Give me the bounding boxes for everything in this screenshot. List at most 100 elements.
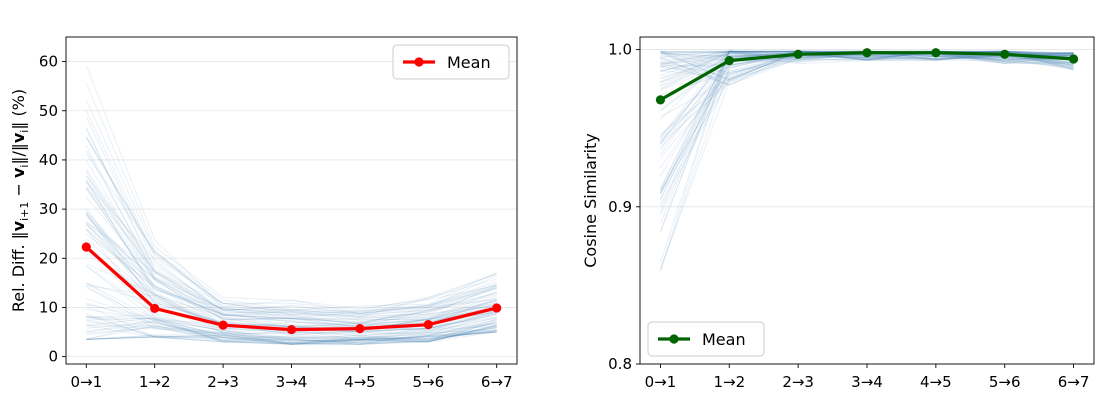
mean-point xyxy=(1068,54,1079,64)
y-tick-label: 10 xyxy=(39,298,58,316)
mean-point xyxy=(862,48,872,58)
x-tick-label: 1→2 xyxy=(713,373,745,391)
x-tick-label: 5→6 xyxy=(989,373,1021,391)
individual-line xyxy=(85,175,497,318)
individual-line xyxy=(85,149,497,319)
y-axis-title-part: Rel. Diff. ‖ xyxy=(9,231,28,312)
individual-line xyxy=(85,109,497,311)
individual-line xyxy=(86,318,497,341)
x-tick-label: 4→5 xyxy=(920,373,952,391)
x-tick-label: 1→2 xyxy=(139,373,171,391)
individual-line xyxy=(85,212,497,323)
mean-point xyxy=(793,49,803,59)
individual-line xyxy=(85,216,497,328)
mean-point xyxy=(81,242,91,252)
individual-line xyxy=(86,302,497,345)
legend-label: Mean xyxy=(702,330,746,349)
chart-panel-1: 0 10 20 30 40 50 60 0→1 1→2 2→3 3→4 4→5 5→6 6→7 Rel. D… xyxy=(9,36,518,391)
individual-line xyxy=(85,188,497,317)
y-axis-title-part: v xyxy=(9,220,28,231)
y-axis-title-part: ‖ (%) xyxy=(9,89,28,130)
individual-line xyxy=(85,180,497,321)
individual-line xyxy=(86,315,497,345)
individual-line xyxy=(86,314,497,342)
mean-point xyxy=(286,324,297,335)
individual-line xyxy=(86,321,497,344)
individual-line xyxy=(86,319,497,345)
individual-line xyxy=(85,136,497,312)
y-tick-label: 20 xyxy=(39,249,58,267)
individual-line xyxy=(660,51,1074,135)
x-tick-label: 6→7 xyxy=(1058,373,1090,391)
x-tick-label: 3→4 xyxy=(851,373,883,391)
individual-line xyxy=(86,319,497,345)
y-tick-label: 0.8 xyxy=(608,355,632,373)
legend-marker-swatch xyxy=(669,334,679,344)
x-tick-label: 0→1 xyxy=(70,373,102,391)
x-tick-label: 6→7 xyxy=(481,373,513,391)
individual-line xyxy=(85,175,497,328)
x-tick-label: 2→3 xyxy=(782,373,814,391)
individual-line xyxy=(86,316,497,343)
mean-point xyxy=(492,303,502,313)
x-tick-label: 2→3 xyxy=(207,373,239,391)
individual-line xyxy=(86,316,497,345)
mean-point xyxy=(150,303,160,314)
individual-line xyxy=(86,304,497,345)
individual-line xyxy=(86,316,497,343)
legend-marker-swatch xyxy=(414,57,424,67)
individual-line xyxy=(85,128,497,315)
mean-point xyxy=(423,320,433,330)
individual-line xyxy=(85,246,497,340)
mean-point xyxy=(1000,49,1010,59)
individual-line xyxy=(86,324,497,344)
y-axis-title-part: i xyxy=(18,165,31,168)
chart-panel-2: 0.8 0.9 1.0 0→1 1→2 2→3 3→4 4→5 5→6 6→7 Cosine Sim… xyxy=(581,36,1095,391)
individual-line xyxy=(85,127,497,315)
y-tick-label: 1.0 xyxy=(608,41,632,59)
mean-point xyxy=(931,48,941,58)
individual-line xyxy=(86,324,497,344)
individual-line xyxy=(85,136,497,318)
individual-line xyxy=(86,303,497,340)
y-tick-label: 30 xyxy=(39,200,58,218)
individual-line xyxy=(85,65,497,314)
mean-point xyxy=(724,55,734,66)
mean-point xyxy=(218,320,228,330)
x-tick-label: 5→6 xyxy=(412,373,444,391)
individual-line xyxy=(86,287,497,344)
x-tick-label: 4→5 xyxy=(344,373,376,391)
individual-line xyxy=(85,222,497,330)
individual-line xyxy=(85,137,497,311)
legend-box xyxy=(392,44,510,80)
y-tick-label: 60 xyxy=(39,53,58,71)
y-tick-label: 40 xyxy=(39,151,58,169)
individual-lines xyxy=(659,50,1074,272)
individual-line xyxy=(85,210,497,330)
individual-line xyxy=(86,298,497,345)
individual-line xyxy=(85,185,497,323)
individual-line xyxy=(86,325,497,345)
y-axis-title: Cosine Similarity xyxy=(581,133,600,267)
individual-line xyxy=(86,325,497,344)
y-axis-title-part: ‖/‖ xyxy=(9,143,28,164)
individual-line xyxy=(85,82,497,310)
individual-line xyxy=(660,50,1074,64)
individual-line xyxy=(660,52,1074,80)
legend-label: Mean xyxy=(447,53,491,72)
individual-line xyxy=(86,331,497,343)
individual-line xyxy=(86,221,497,325)
individual-line xyxy=(86,321,497,341)
individual-line xyxy=(86,331,497,344)
individual-line xyxy=(660,51,1074,61)
individual-line xyxy=(85,169,497,324)
individual-line xyxy=(86,319,497,345)
individual-line xyxy=(85,171,497,315)
individual-line xyxy=(86,321,497,344)
y-axis-title-part: i xyxy=(18,130,31,133)
legend-box xyxy=(647,321,765,357)
y-axis-title-part: v xyxy=(9,132,28,143)
legend: Mean xyxy=(647,321,765,357)
individual-line xyxy=(85,181,497,316)
